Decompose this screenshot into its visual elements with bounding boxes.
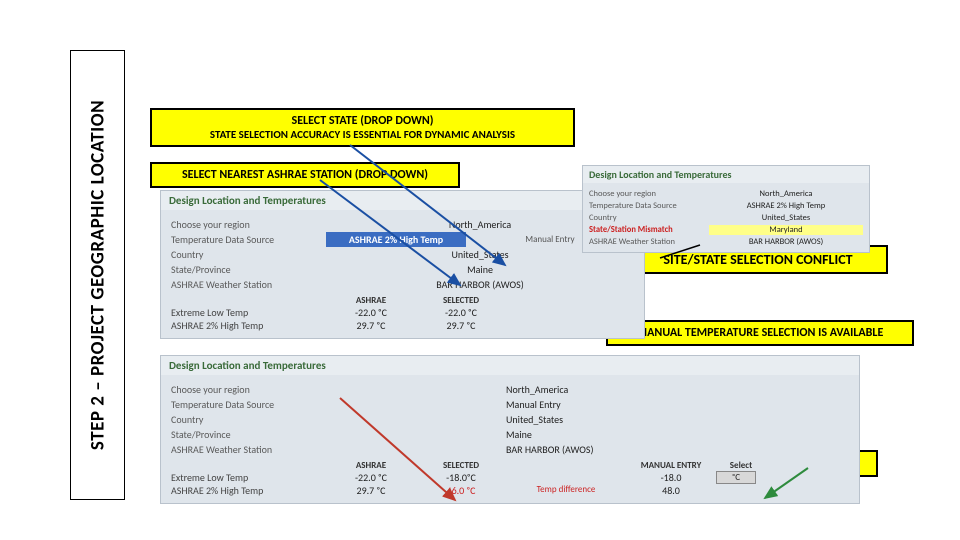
sidebar-title-box: STEP 2 – PROJECT GEOGRAPHIC LOCATION bbox=[70, 50, 125, 500]
station-dropdown[interactable]: BAR HARBOR (AWOS) bbox=[326, 278, 634, 291]
hi-selected-warning: 46.0 ᵒC bbox=[416, 484, 506, 497]
callout-select-state: SELECT STATE (DROP DOWN) STATE SELECTION… bbox=[150, 108, 575, 147]
panel-location-1: Design Location and Temperatures Choose … bbox=[160, 190, 645, 339]
manual-hi-input[interactable]: 48.0 bbox=[626, 484, 716, 497]
panel-header: Design Location and Temperatures bbox=[161, 191, 644, 210]
tds-value-highlighted[interactable]: ASHRAE 2% High Temp bbox=[326, 232, 466, 247]
callout-select-station: SELECT NEAREST ASHRAE STATION (DROP DOWN… bbox=[150, 162, 460, 188]
sidebar-title-text: STEP 2 – PROJECT GEOGRAPHIC LOCATION bbox=[86, 100, 109, 450]
state-dropdown[interactable]: Maine bbox=[326, 263, 634, 276]
unit-select-low[interactable]: ᵒC bbox=[716, 471, 756, 484]
panel-location-manual: Design Location and Temperatures Choose … bbox=[160, 355, 860, 504]
panel-location-conflict: Design Location and Temperatures Choose … bbox=[582, 165, 870, 253]
state-conflict-value[interactable]: Maryland bbox=[709, 225, 863, 235]
state-mismatch-label: State/Station Mismatch bbox=[589, 225, 709, 235]
manual-low-input[interactable]: -18.0 bbox=[626, 471, 716, 484]
tds-manual-entry[interactable]: Manual Entry bbox=[326, 398, 849, 411]
callout-manual-available: MANUAL TEMPERATURE SELECTION IS AVAILABL… bbox=[606, 320, 914, 346]
